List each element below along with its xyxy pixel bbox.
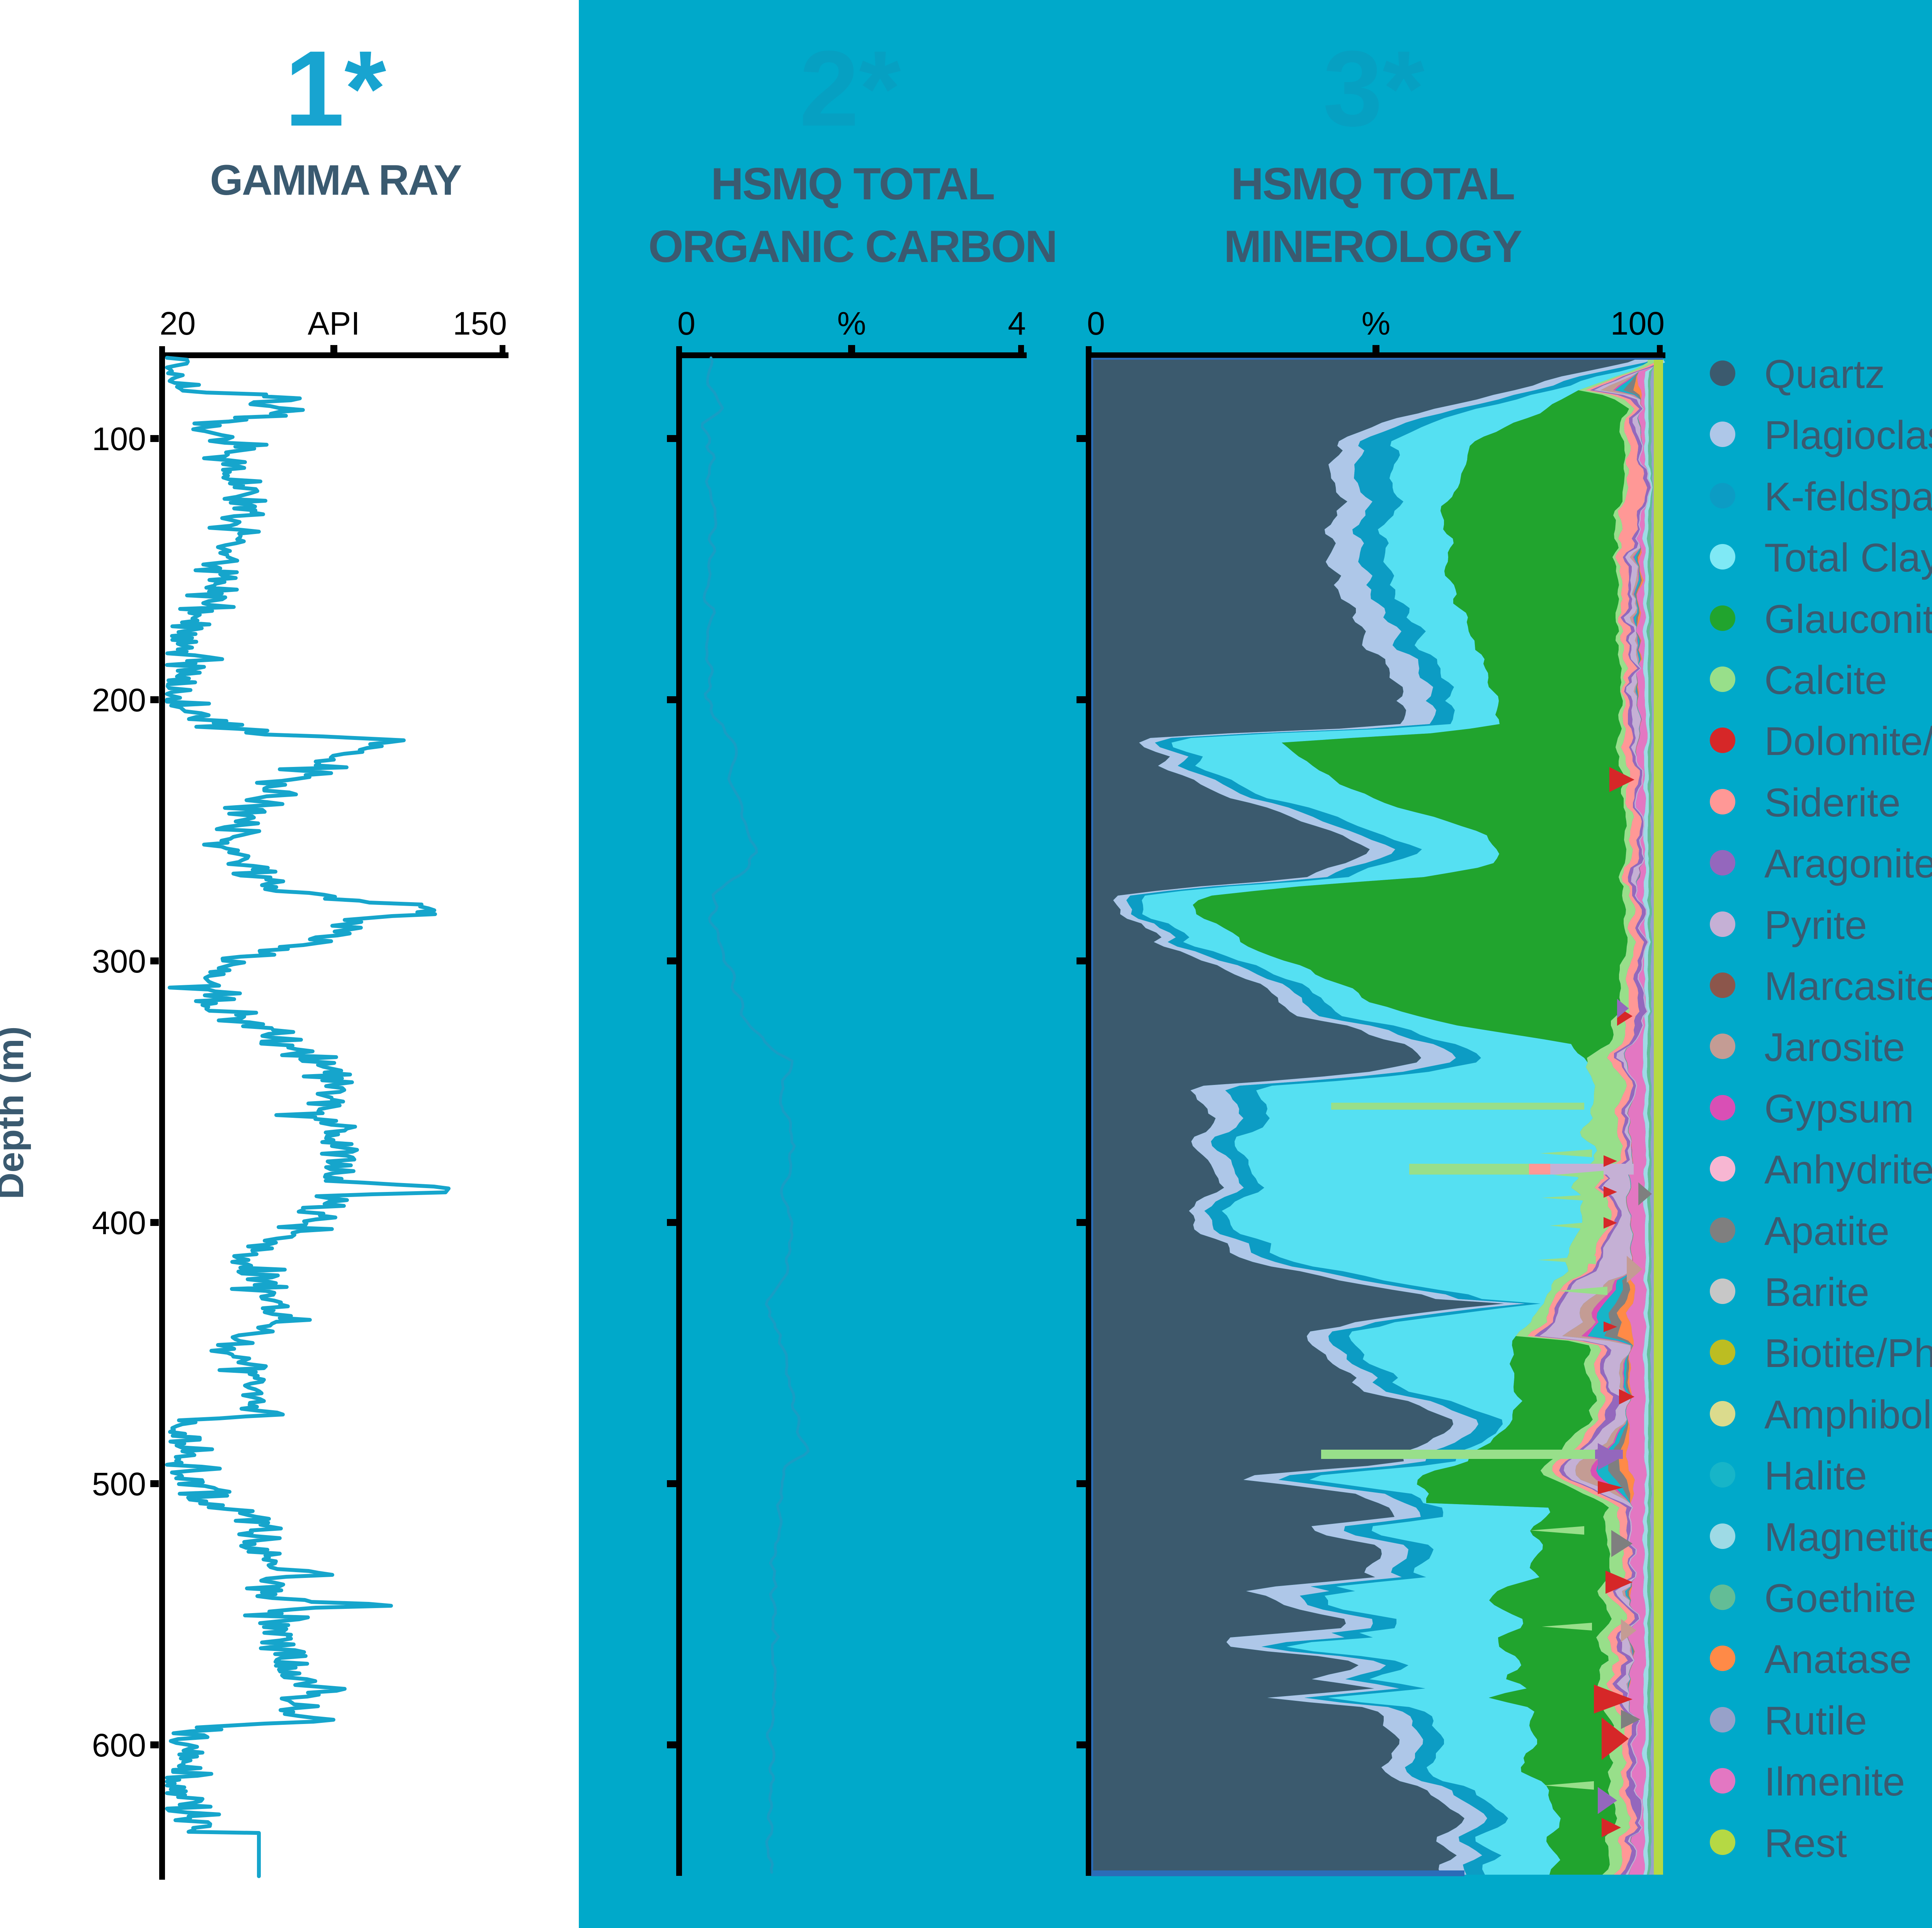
svg-text:Calcite: Calcite (1764, 658, 1887, 703)
svg-text:Rutile: Rutile (1764, 1698, 1867, 1743)
svg-text:HSMQ TOTAL: HSMQ TOTAL (1231, 158, 1514, 209)
svg-text:300: 300 (92, 943, 146, 979)
svg-text:ORGANIC CARBON: ORGANIC CARBON (648, 221, 1056, 272)
svg-text:400: 400 (92, 1205, 146, 1241)
svg-text:150: 150 (453, 305, 507, 342)
svg-text:2*: 2* (799, 28, 901, 148)
svg-text:HSMQ TOTAL: HSMQ TOTAL (711, 158, 994, 209)
svg-text:Depth (m): Depth (m) (0, 1026, 31, 1199)
svg-text:Apatite: Apatite (1764, 1209, 1889, 1254)
svg-text:Glauconite: Glauconite (1764, 597, 1932, 642)
svg-text:200: 200 (92, 682, 146, 718)
svg-text:Plagioclase: Plagioclase (1764, 413, 1932, 458)
svg-text:Gypsum: Gypsum (1764, 1086, 1914, 1131)
svg-text:Siderite: Siderite (1764, 780, 1901, 825)
svg-text:Marcasite: Marcasite (1764, 964, 1932, 1009)
svg-text:Pyrite: Pyrite (1764, 903, 1867, 948)
svg-text:100: 100 (1611, 305, 1665, 342)
svg-text:20: 20 (160, 305, 196, 342)
svg-text:Total Clay: Total Clay (1764, 536, 1932, 580)
svg-text:Rest: Rest (1764, 1821, 1847, 1866)
svg-text:Jarosite: Jarosite (1764, 1025, 1905, 1070)
svg-text:API: API (308, 305, 360, 342)
svg-text:Biotite/Phlog: Biotite/Phlog (1764, 1331, 1932, 1376)
svg-text:100: 100 (92, 421, 146, 457)
svg-text:Dolomite/Ankerite: Dolomite/Ankerite (1764, 719, 1932, 764)
svg-text:Magnetite: Magnetite (1764, 1515, 1932, 1560)
svg-text:GAMMA RAY: GAMMA RAY (210, 156, 461, 204)
svg-text:Barite: Barite (1764, 1270, 1869, 1315)
svg-text:%: % (837, 305, 866, 342)
svg-text:1*: 1* (285, 28, 386, 148)
svg-text:Aragonite: Aragonite (1764, 842, 1932, 886)
svg-text:Quartz: Quartz (1764, 352, 1885, 397)
svg-text:Halite: Halite (1764, 1454, 1867, 1498)
svg-text:0: 0 (1087, 305, 1105, 342)
svg-text:600: 600 (92, 1727, 146, 1763)
svg-text:%: % (1362, 305, 1391, 342)
svg-text:500: 500 (92, 1466, 146, 1502)
svg-text:Goethite: Goethite (1764, 1576, 1916, 1621)
svg-text:Amphibole: Amphibole (1764, 1392, 1932, 1437)
svg-text:Ilmenite: Ilmenite (1764, 1760, 1905, 1804)
svg-text:3*: 3* (1323, 28, 1425, 148)
svg-text:Anatase: Anatase (1764, 1637, 1912, 1682)
svg-text:Anhydrite: Anhydrite (1764, 1148, 1932, 1192)
svg-text:MINEROLOGY: MINEROLOGY (1224, 221, 1522, 272)
svg-text:0: 0 (677, 305, 696, 342)
svg-text:K-feldspar: K-feldspar (1764, 474, 1932, 519)
svg-text:4: 4 (1008, 305, 1026, 342)
